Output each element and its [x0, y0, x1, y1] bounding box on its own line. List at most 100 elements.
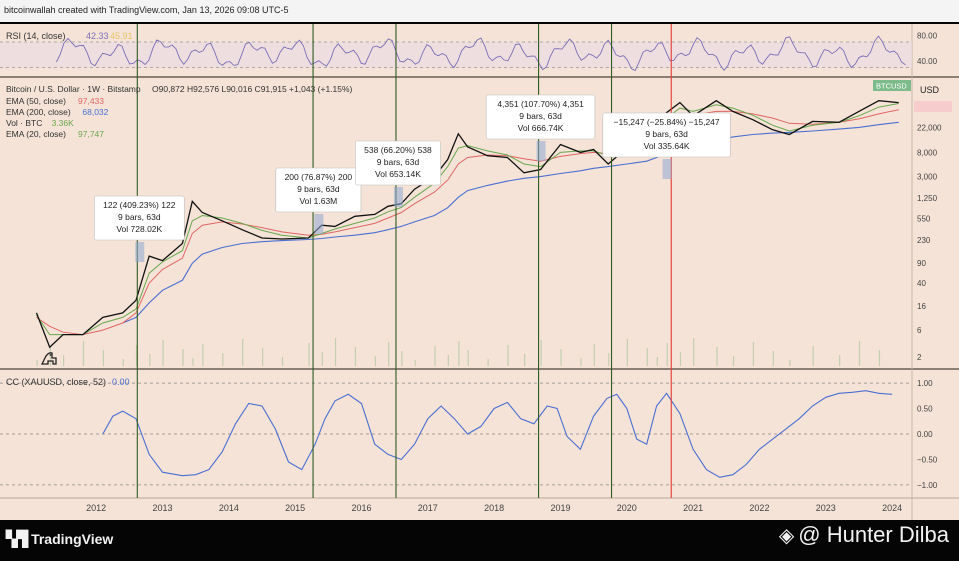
volume-bar	[560, 349, 562, 366]
x-tick-label: 2020	[617, 503, 637, 513]
volume-bar	[354, 347, 357, 366]
volume-bar	[458, 341, 460, 366]
volume-bar	[752, 342, 755, 366]
annotation-box	[485, 94, 596, 140]
volume-bar	[261, 348, 264, 366]
volume-bar	[49, 346, 51, 366]
price-tick-label: 40	[917, 279, 926, 288]
volume-bar	[36, 360, 38, 366]
price-title: Bitcoin / U.S. Dollar · 1W · Bitstamp	[6, 84, 141, 94]
annotation-box	[275, 167, 362, 213]
annotation-text: 9 bars, 63d	[377, 157, 420, 167]
rsi-legend-value: 42.33	[86, 31, 109, 41]
annotation-text: Vol 335.64K	[644, 141, 690, 151]
price-tick-label: 22,000	[917, 123, 942, 132]
volume-bar	[447, 355, 449, 366]
range-marker	[393, 187, 403, 207]
rsi-tick-label: 80.00	[917, 32, 938, 41]
range-annotation[interactable]: 200 (76.87%) 200 9 bars, 63d Vol 1.63M	[275, 167, 362, 234]
volume-bar	[202, 344, 204, 366]
price-tick-label: 1,250	[917, 194, 938, 203]
volume-bar	[812, 346, 814, 366]
annotation-text: Vol 728.02K	[116, 224, 162, 234]
volume-bar	[580, 358, 582, 366]
ema50-line	[36, 109, 899, 336]
x-tick-label: 2021	[683, 503, 703, 513]
volume-bar	[135, 345, 138, 366]
volume-bar	[732, 356, 735, 366]
volume-bar	[523, 354, 526, 366]
annotation-box	[355, 140, 441, 186]
volume-bar	[434, 346, 436, 366]
range-marker	[662, 159, 672, 179]
annotation-text: −15,247 (−25.84%) −15,247	[614, 117, 720, 127]
volume-bar	[593, 344, 595, 366]
annotation-text: 538 (66.20%) 538	[364, 145, 432, 155]
price-tick-label: 8,000	[917, 148, 938, 157]
range-annotation[interactable]: 538 (66.20%) 538 9 bars, 63d Vol 653.14K	[355, 140, 441, 207]
dino-icon	[40, 352, 57, 365]
annotation-text: 122 (409.23%) 122	[103, 200, 176, 210]
legend-label: Vol · BTC	[6, 118, 42, 128]
volume-bar	[666, 343, 668, 366]
legend-label: EMA (50, close)	[6, 96, 66, 106]
volume-bar	[162, 340, 164, 366]
footer	[0, 520, 959, 561]
cc-tick-label: 1.00	[917, 379, 933, 388]
volume-bar	[334, 338, 337, 366]
volume-bar	[388, 342, 390, 366]
range-annotation[interactable]: −15,247 (−25.84%) −15,247 9 bars, 63d Vol …	[602, 112, 731, 179]
volume-bar	[82, 341, 85, 366]
price-tick-label: 16	[917, 302, 926, 311]
tradingview-logo[interactable]: ▚▜ TradingView	[6, 530, 113, 548]
volume-bar	[414, 360, 416, 366]
volume-bar	[540, 340, 542, 366]
volume-bar	[192, 358, 194, 366]
price-tick-label: 6	[917, 326, 922, 335]
x-tick-label: 2024	[882, 503, 902, 513]
symbol-tag: BTCUSD	[876, 82, 907, 91]
cc-tick-label: 0.50	[917, 405, 933, 414]
annotation-text: 4,351 (107.70%) 4,351	[497, 99, 584, 109]
rsi-tick-label: 40.00	[917, 57, 938, 66]
x-tick-label: 2017	[418, 503, 438, 513]
x-tick-label: 2014	[219, 503, 239, 513]
volume-bar	[222, 353, 224, 366]
cc-legend-label: CC (XAUUSD, close, 52)	[6, 377, 106, 387]
annotation-box	[94, 195, 185, 241]
price-ohlc: O90,872 H92,576 L90,016 C91,915 +1,043 (…	[152, 84, 353, 94]
range-annotation[interactable]: 122 (409.23%) 122 9 bars, 63d Vol 728.02K	[94, 195, 185, 262]
range-marker	[314, 214, 324, 234]
volume-bar	[487, 359, 489, 366]
diamond-logo-icon: ◈	[778, 525, 795, 547]
volume-bar	[858, 341, 861, 366]
rsi-legend-ma-value: 45.91	[110, 31, 133, 41]
annotation-text: 9 bars, 63d	[118, 212, 161, 222]
legend-value: 97,433	[78, 96, 104, 106]
x-tick-label: 2018	[484, 503, 504, 513]
cc-line	[102, 390, 893, 478]
range-annotation[interactable]: 4,351 (107.70%) 4,351 9 bars, 63d Vol 666.…	[485, 94, 596, 161]
tradingview-mark-icon: ▚▜	[6, 531, 28, 548]
x-tick-label: 2015	[285, 503, 305, 513]
currency-label: USD	[920, 85, 940, 95]
volume-bar	[182, 349, 184, 366]
volume-bar	[321, 352, 323, 366]
range-marker	[135, 242, 145, 262]
rsi-line	[55, 35, 906, 72]
volume-bar	[878, 350, 881, 366]
attribution-text: bitcoinwallah created with TradingView.c…	[4, 5, 289, 15]
x-tick-label: 2019	[550, 503, 570, 513]
annotation-text: 9 bars, 63d	[519, 111, 562, 121]
x-tick-label: 2012	[86, 503, 106, 513]
volume-bar	[789, 360, 791, 366]
cc-legend-value: 0.00	[112, 377, 130, 387]
volume-bar	[63, 355, 65, 366]
range-marker	[536, 141, 546, 161]
time-axis	[0, 498, 959, 520]
legend-value: 3.36K	[52, 118, 75, 128]
price-line	[35, 99, 899, 349]
volume-bar	[839, 355, 841, 366]
legend-label: EMA (20, close)	[6, 129, 66, 139]
